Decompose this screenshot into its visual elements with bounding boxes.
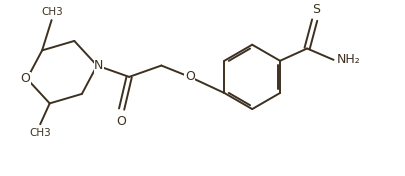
Text: S: S	[312, 3, 320, 15]
Text: CH3: CH3	[41, 7, 63, 17]
Text: O: O	[184, 70, 194, 83]
Text: O: O	[20, 72, 30, 85]
Text: CH3: CH3	[29, 128, 51, 138]
Text: NH₂: NH₂	[336, 53, 360, 66]
Text: O: O	[116, 115, 126, 128]
Text: N: N	[94, 59, 103, 72]
